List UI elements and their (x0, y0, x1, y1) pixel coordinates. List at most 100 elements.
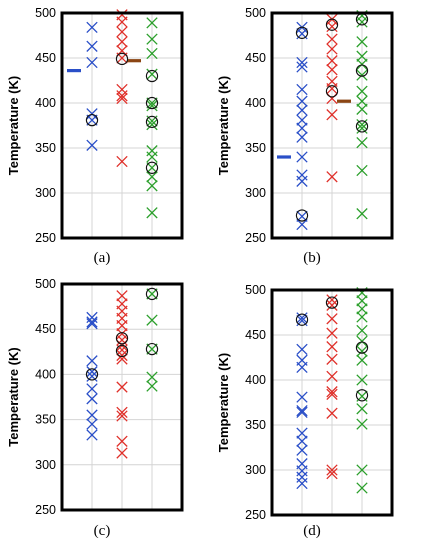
panel-2-green-x-marker (356, 16, 368, 28)
panel-2-green-x-marker (356, 58, 368, 70)
panel-4-ytick-label: 300 (245, 463, 266, 477)
panel-1-green-x-marker (146, 33, 158, 45)
panel-3-red-x-marker (116, 447, 128, 459)
panel-3-y-axis-label: Temperature (K) (6, 347, 21, 446)
panel-2-blue-x-marker (296, 122, 308, 134)
panel-3-red-circle-marker (115, 344, 129, 358)
panel-2-blue-circle-marker (295, 209, 309, 222)
panel-4-ytick-label: 350 (245, 418, 266, 432)
panel-3-blue-x-marker (86, 355, 98, 367)
panel-4-blue-x-marker (296, 406, 308, 419)
panel-4-green-x-marker (356, 403, 368, 415)
panel-3-red-x-marker (116, 349, 128, 362)
panel-2-blue-x-marker (296, 131, 308, 143)
panel-1-green-x-marker (146, 207, 158, 219)
panel-4-blue-x-marker (296, 404, 308, 417)
panel-2-blue-x-marker (296, 104, 308, 116)
panel-2-red-x-marker (326, 55, 338, 67)
panel-2-green-x-marker (356, 208, 368, 220)
panel-4-ytick-label: 450 (245, 328, 266, 342)
panel-4-red-x-marker (326, 467, 338, 480)
panel-4-green-x-marker (356, 464, 368, 476)
panel-3-blue-x-marker (86, 429, 98, 441)
panel-3-ytick-label: 450 (35, 322, 56, 336)
panel-4-red-x-marker (326, 464, 338, 476)
panel-4-red-x-marker (326, 299, 338, 311)
panel-2-red-x-marker (326, 43, 338, 55)
panel-4-blue-x-marker (296, 477, 308, 490)
panel-4-ytick-label: 400 (245, 373, 266, 387)
panel-1-green-x-marker (146, 118, 158, 131)
panel-1-ytick-label: 350 (35, 141, 56, 155)
panel-2-ytick-label: 400 (245, 96, 266, 110)
panel-4-green-x-marker (356, 418, 368, 430)
panel-1-green-x-marker (146, 151, 158, 163)
panel-2-ytick-label: 500 (245, 6, 266, 20)
panel-4-blue-x-marker (296, 312, 308, 324)
panel-3-red-x-marker (116, 410, 128, 422)
panel-3-blue-x-marker (86, 370, 98, 382)
panel-1-green-circle-marker (145, 161, 159, 174)
panel-3-green-x-marker (146, 371, 158, 383)
panel-3-green-x-marker (146, 380, 158, 392)
panel-2-green-x-marker (356, 136, 368, 149)
panel-3-blue-x-marker (86, 318, 98, 330)
panel-1-green-x-marker (146, 68, 158, 80)
panel-4-blue-circle-marker (295, 313, 309, 326)
panel-3-red-x-marker (116, 319, 128, 332)
panel-2-green-x-marker (356, 122, 368, 134)
panel-2-green-x-marker (356, 85, 368, 97)
panel-2-label: (b) (303, 250, 321, 266)
panel-4-red-x-marker (326, 386, 338, 398)
panel-2-red-x-marker (326, 109, 338, 121)
panel-2-green-x-marker (356, 50, 368, 62)
panel-1-green-x-marker (146, 180, 158, 192)
panel-3-ytick-label: 250 (35, 503, 56, 517)
panel-4-green-circle-marker (355, 389, 369, 402)
panel-1-red-x-marker (116, 90, 128, 102)
panel-1-red-x-marker (116, 26, 128, 38)
panel-3-red-x-marker (116, 290, 128, 302)
panel-4-green-x-marker (356, 335, 368, 347)
panel-3-red-x-marker (116, 435, 128, 447)
panel-1-green-x-marker (146, 97, 158, 109)
panel-1-green-circle-marker (145, 69, 159, 83)
panel-4-green-x-marker (356, 303, 368, 315)
panel-4-label: (d) (303, 523, 321, 539)
panel-3-green-x-marker (146, 343, 158, 355)
panel-1-green-x-marker (146, 47, 158, 60)
panel-1-red-x-marker (116, 16, 128, 28)
panel-1-green-circle-marker (145, 115, 159, 129)
panel-2-green-circle-marker (355, 120, 369, 133)
panel-2-ytick-label: 350 (245, 141, 266, 155)
panel-2-blue-x-marker (296, 175, 308, 187)
panel-4: 250 300 350 400 450 500 Temperature (K) (d) (216, 283, 394, 539)
panel-4-green-x-marker (356, 354, 368, 366)
panel-3-ytick-label: 350 (35, 413, 56, 427)
panel-1-blue-x-marker (86, 114, 98, 126)
panel-1-green-x-marker (146, 162, 158, 174)
panel-1-red-circle-marker (115, 52, 129, 66)
panel-3-blue-circle-marker (85, 368, 99, 381)
panel-3-blue-x-marker (86, 409, 98, 421)
panel-3-ytick-label: 400 (35, 367, 56, 381)
panel-4-green-circle-marker (355, 341, 369, 354)
panel-4-red-circle-marker (325, 296, 339, 309)
panel-3-label: (c) (94, 523, 111, 539)
panel-2-blue-x-marker (296, 114, 308, 126)
panel-1-blue-circle-marker (85, 113, 99, 127)
panel-3-red-x-marker (116, 406, 128, 419)
panel-2-red-circle-marker (325, 85, 339, 98)
panel-2-blue-x-marker (296, 218, 308, 231)
panel-2-blue-x-marker (296, 95, 308, 107)
panel-4-red-x-marker (326, 294, 338, 306)
panel-4-blue-x-marker (296, 435, 308, 447)
panel-4-green-x-marker (356, 311, 368, 323)
panel-2-green-x-marker (356, 164, 368, 177)
panel-3-red-x-marker (116, 334, 128, 346)
panel-3-ytick-label: 300 (35, 458, 56, 472)
panel-3-green-x-marker (146, 314, 158, 326)
panel-2-blue-x-marker (296, 56, 308, 69)
panel-1-green-x-marker (146, 17, 158, 29)
